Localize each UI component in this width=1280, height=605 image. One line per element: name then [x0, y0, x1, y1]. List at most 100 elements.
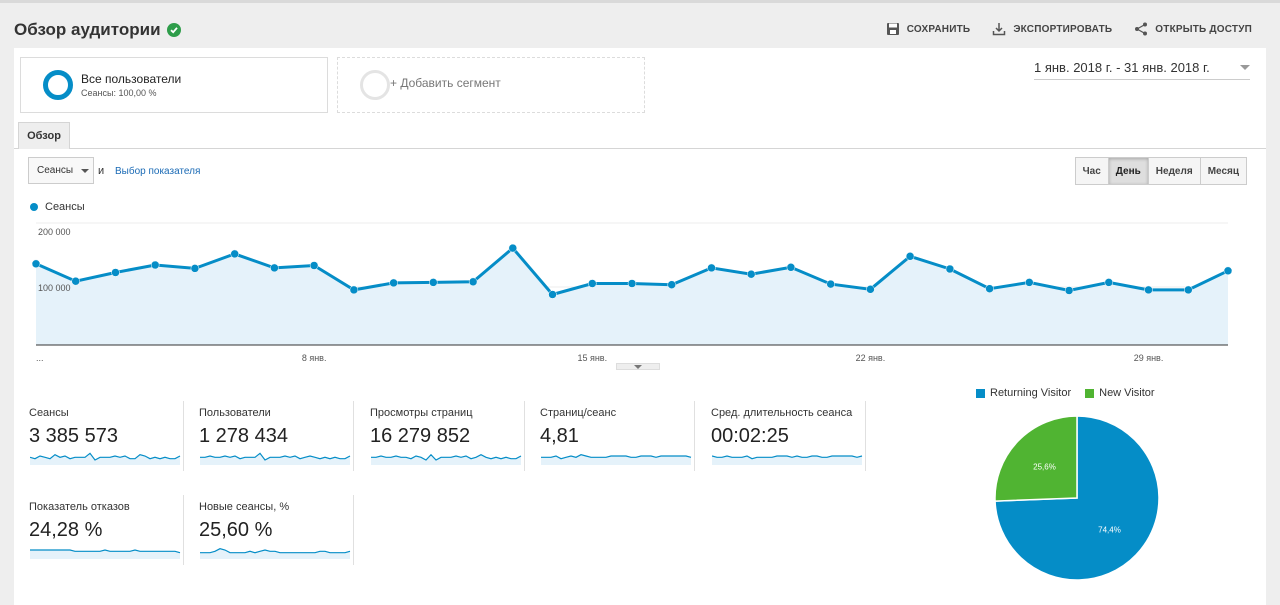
metric-value: 24,28 % — [29, 519, 103, 541]
sparkline-line — [200, 548, 351, 554]
data-point[interactable] — [588, 279, 597, 288]
chevron-down-icon — [81, 168, 90, 173]
metric-sparkline — [30, 452, 181, 465]
metric-tile[interactable]: Сред. длительность сеанса 00:02:25 — [696, 401, 866, 471]
chart-collapse-handle[interactable] — [616, 363, 660, 370]
sparkline-area — [30, 550, 180, 559]
metric-label: Сеансы — [29, 407, 69, 419]
metric-tile[interactable]: Новые сеансы, % 25,60 % — [184, 495, 354, 565]
tabs-bar: Обзор — [14, 118, 1266, 150]
pie-legend-returning[interactable]: Returning Visitor — [976, 387, 1071, 399]
sparkline-area — [712, 456, 862, 465]
data-point[interactable] — [866, 285, 875, 294]
data-point[interactable] — [746, 269, 756, 279]
data-point[interactable] — [1184, 285, 1193, 295]
save-button[interactable]: СОХРАНИТЬ — [886, 22, 971, 36]
series-dot-icon — [30, 203, 38, 211]
data-point[interactable] — [1064, 286, 1074, 295]
data-point[interactable] — [786, 263, 796, 272]
date-range-picker[interactable]: 1 янв. 2018 г. - 31 янв. 2018 г. — [1034, 60, 1250, 80]
save-label: СОХРАНИТЬ — [906, 23, 971, 35]
data-point[interactable] — [31, 259, 41, 269]
data-point[interactable] — [1104, 278, 1114, 287]
metric-select[interactable]: Сеансы — [28, 157, 94, 184]
data-point[interactable] — [1144, 285, 1153, 295]
data-point[interactable] — [270, 263, 279, 273]
sparkline-area — [30, 453, 180, 465]
x-tick-label: 29 янв. — [1134, 353, 1164, 363]
data-point[interactable] — [429, 278, 438, 287]
data-point[interactable] — [389, 278, 398, 288]
pie-legend-label: New Visitor — [1099, 387, 1155, 399]
data-point[interactable] — [826, 279, 835, 289]
metric-tile[interactable]: Страниц/сеанс 4,81 — [525, 401, 695, 471]
series-name: Сеансы — [45, 201, 85, 213]
data-point[interactable] — [190, 264, 200, 273]
pie-slice[interactable] — [994, 415, 1078, 502]
add-segment-button[interactable]: + Добавить сегмент — [337, 57, 645, 113]
page-title: Обзор аудитории — [14, 20, 181, 40]
x-tick-label: 22 янв. — [856, 353, 886, 363]
chevron-down-icon — [634, 364, 642, 369]
series-area — [36, 248, 1228, 345]
metric-label: Сред. длительность сеанса — [711, 407, 853, 419]
x-tick-label: 8 янв. — [302, 353, 327, 363]
sparkline-line — [30, 549, 181, 554]
metric-select-value: Сеансы — [37, 165, 74, 176]
metric-label: Просмотры страниц — [370, 407, 473, 419]
data-point[interactable] — [230, 249, 239, 259]
data-point[interactable] — [111, 268, 120, 277]
data-point[interactable] — [667, 280, 676, 289]
choose-metric-link[interactable]: Выбор показателя — [115, 166, 201, 177]
save-icon — [886, 23, 899, 35]
metric-label: Пользователи — [199, 407, 271, 419]
main-panel: Сеансы и Выбор показателя Час День Недел… — [14, 149, 1266, 605]
empty-segment-ring-icon — [360, 70, 390, 100]
data-point[interactable] — [508, 243, 518, 253]
data-point[interactable] — [1223, 266, 1233, 276]
data-point[interactable] — [309, 261, 319, 270]
data-point[interactable] — [468, 277, 478, 287]
data-point[interactable] — [71, 276, 80, 286]
pie-slice-label: 74,4% — [1098, 525, 1121, 534]
segment-all-users[interactable]: Все пользователи Сеансы: 100,00 % — [20, 57, 328, 113]
date-range-text: 1 янв. 2018 г. - 31 янв. 2018 г. — [1034, 60, 1210, 75]
data-point[interactable] — [627, 279, 637, 288]
period-month-button[interactable]: Месяц — [1199, 157, 1247, 185]
period-week-button[interactable]: Неделя — [1147, 157, 1201, 185]
share-button[interactable]: ОТКРЫТЬ ДОСТУП — [1134, 22, 1252, 36]
data-point[interactable] — [707, 263, 716, 273]
add-segment-label: + Добавить сегмент — [390, 76, 501, 90]
period-switcher: Час День Неделя Месяц — [1074, 157, 1247, 185]
metric-tile[interactable]: Сеансы 3 385 573 — [14, 401, 184, 471]
export-button[interactable]: ЭКСПОРТИРОВАТЬ — [992, 22, 1112, 36]
pie-legend-new[interactable]: New Visitor — [1085, 387, 1155, 399]
y-tick-label: 100 000 — [38, 283, 71, 293]
data-point[interactable] — [349, 285, 359, 295]
legend-swatch-icon — [1085, 388, 1095, 398]
data-point[interactable] — [905, 252, 915, 261]
export-label: ЭКСПОРТИРОВАТЬ — [1013, 23, 1113, 35]
top-border — [0, 0, 1280, 3]
metric-value: 25,60 % — [199, 519, 273, 541]
period-hour-button[interactable]: Час — [1074, 157, 1109, 185]
data-point[interactable] — [1025, 278, 1034, 287]
and-text: и — [98, 165, 105, 177]
sessions-line-chart: 200 000 100 000... 8 янв. 15 янв. 22 янв. 29 … — [31, 222, 1233, 363]
segment-sub: Сеансы: 100,00 % — [81, 88, 157, 98]
data-point[interactable] — [150, 260, 160, 270]
data-point[interactable] — [985, 284, 994, 293]
sparkline-line — [30, 452, 181, 461]
metric-tile[interactable]: Показатель отказов 24,28 % — [14, 495, 184, 565]
sparkline-area — [200, 453, 350, 465]
tab-overview[interactable]: Обзор — [18, 122, 70, 150]
metric-sparkline — [541, 454, 692, 465]
metric-tile[interactable]: Просмотры страниц 16 279 852 — [355, 401, 525, 471]
chevron-down-icon — [1240, 65, 1250, 70]
data-point[interactable] — [945, 264, 955, 274]
period-day-button[interactable]: День — [1107, 157, 1149, 185]
metric-tile[interactable]: Пользователи 1 278 434 — [184, 401, 354, 471]
verified-check-icon — [166, 23, 181, 37]
data-point[interactable] — [548, 290, 557, 299]
metric-value: 3 385 573 — [29, 425, 118, 447]
